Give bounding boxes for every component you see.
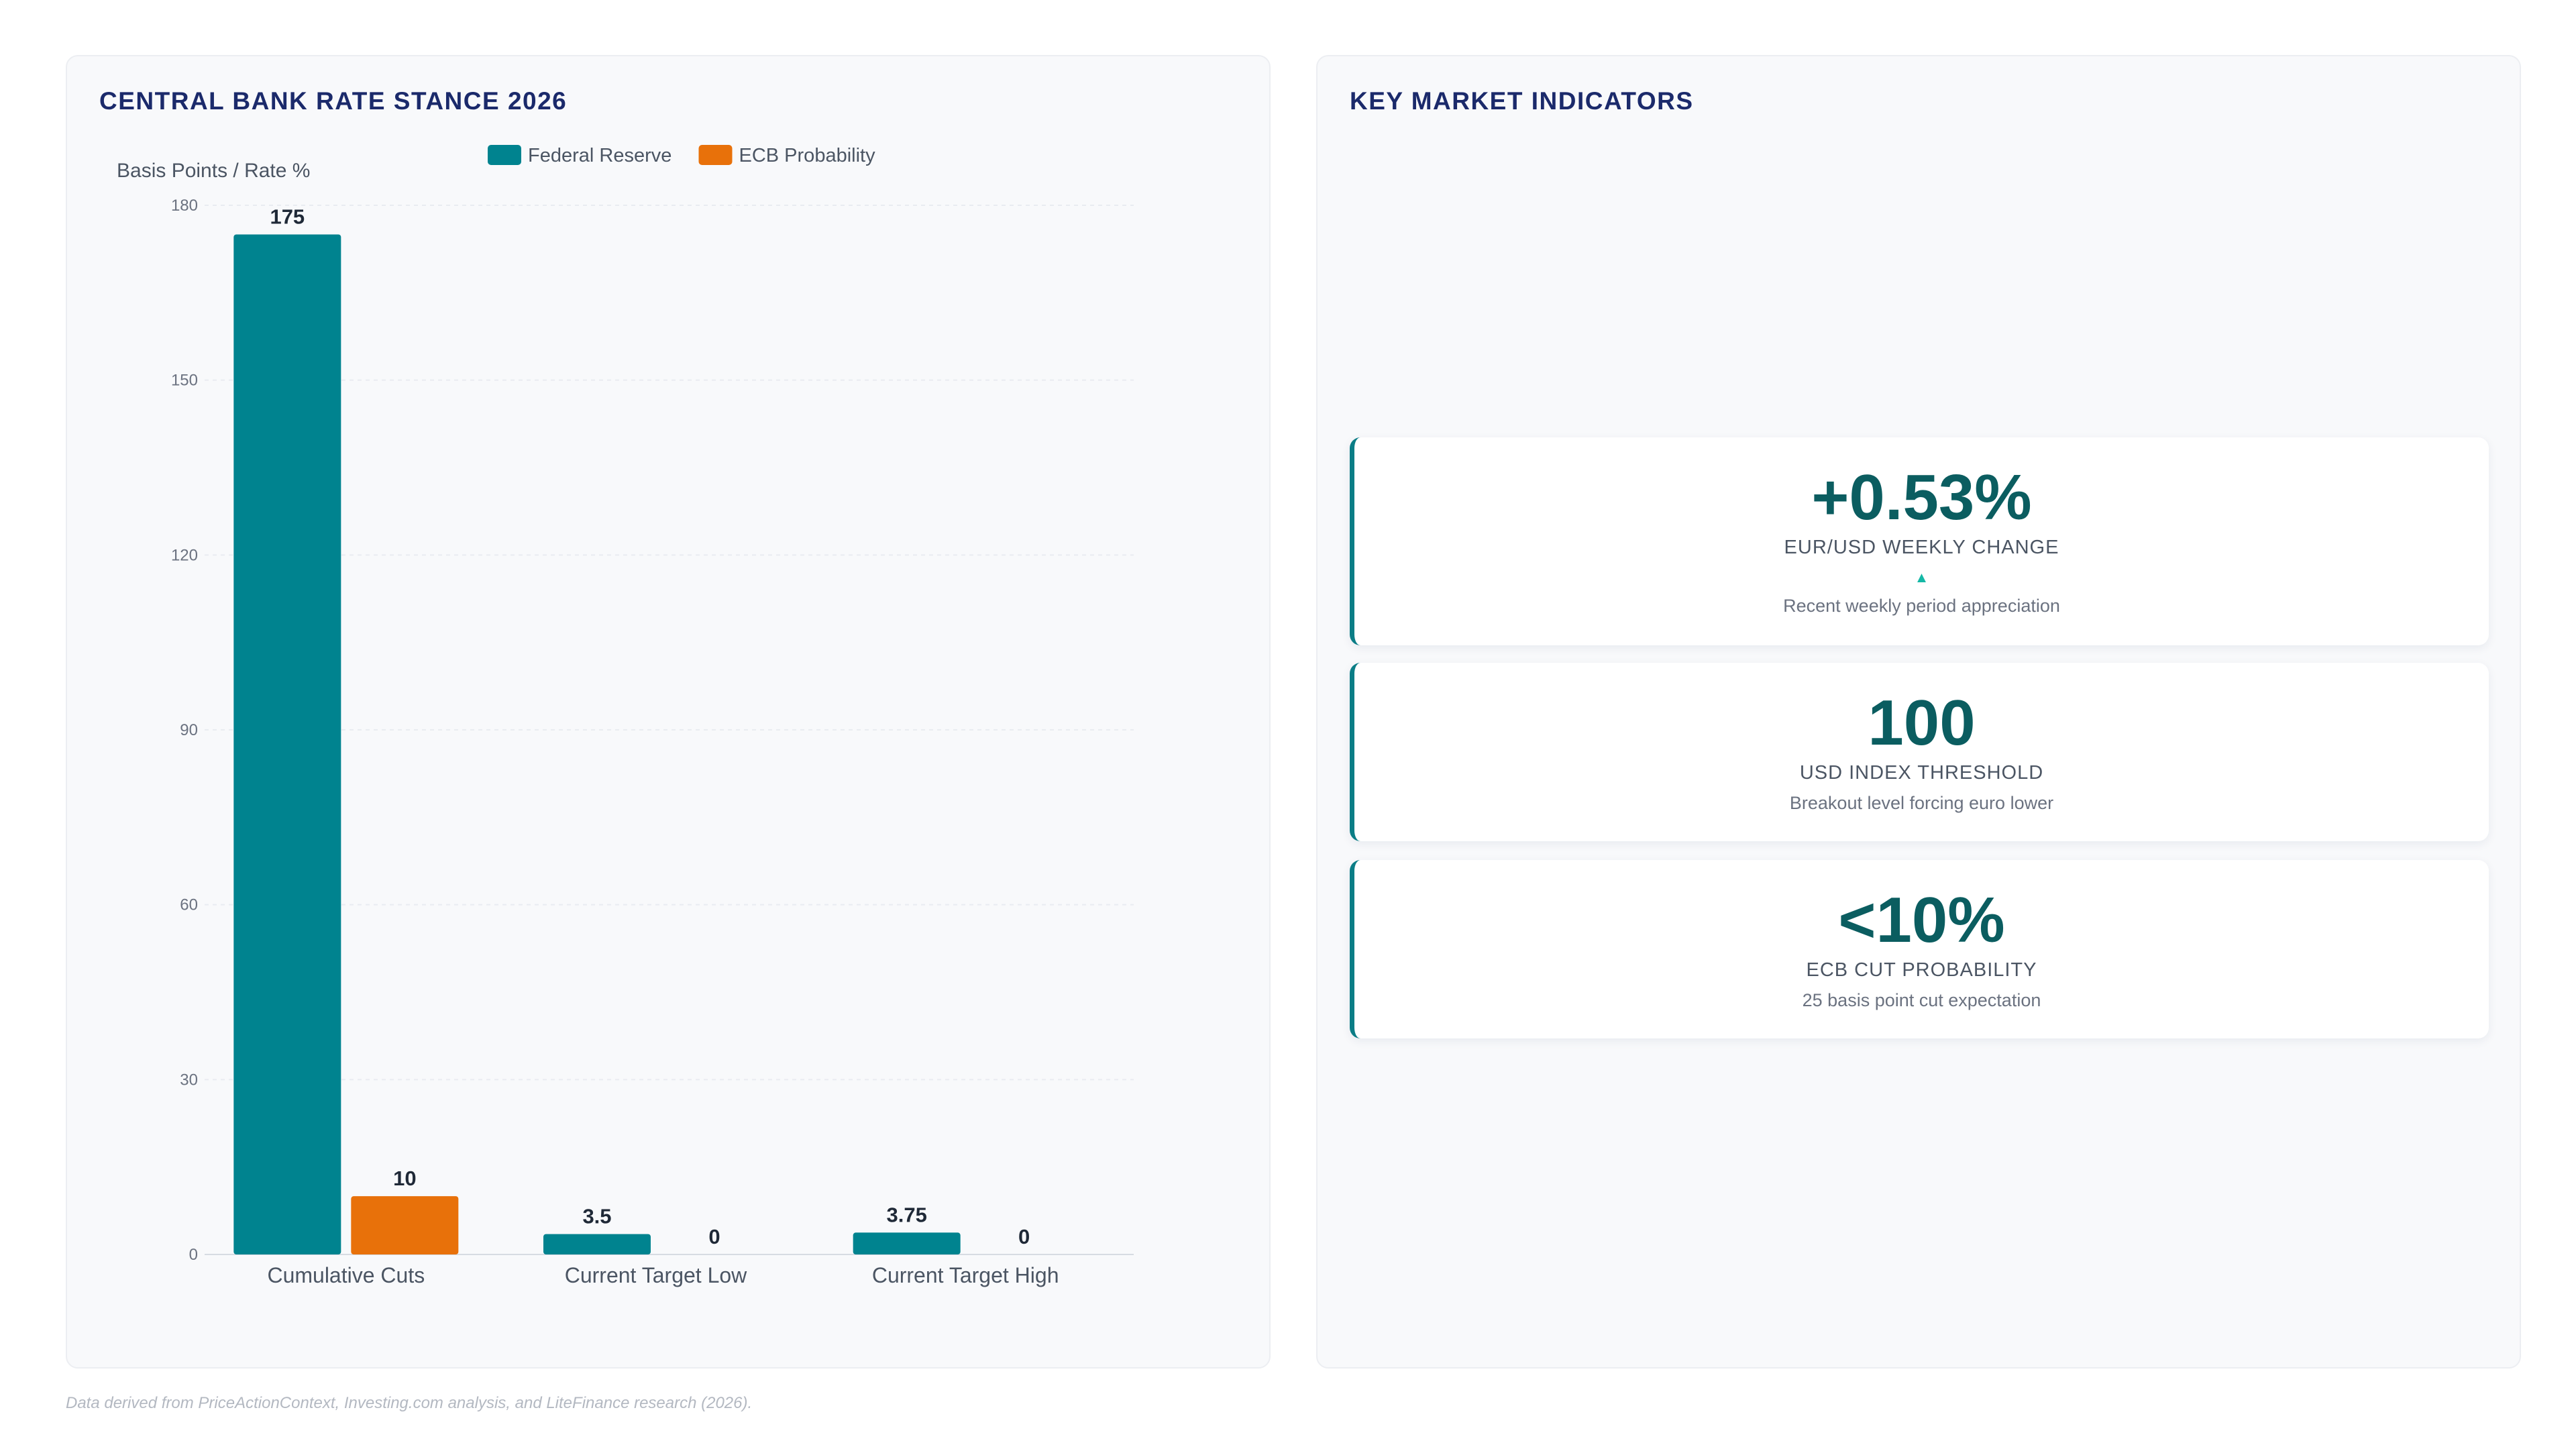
data-label: 10 (393, 1167, 416, 1190)
data-label: 3.75 (886, 1203, 926, 1226)
kpi-label: EUR/USD WEEKLY CHANGE (1784, 537, 2059, 558)
y-tick-label: 120 (171, 546, 198, 564)
y-tick-label: 30 (180, 1071, 198, 1089)
y-axis-label: Basis Points / Rate % (117, 160, 310, 182)
bar (351, 1196, 459, 1254)
x-tick-label: Current Target Low (565, 1263, 747, 1287)
chart-title: CENTRAL BANK RATE STANCE 2026 (99, 87, 568, 115)
data-label: 0 (708, 1225, 720, 1248)
y-tick-label: 150 (171, 372, 198, 390)
y-tick-label: 90 (180, 721, 198, 739)
kpi-title: KEY MARKET INDICATORS (1350, 87, 1694, 115)
kpi-label: ECB CUT PROBABILITY (1806, 959, 2037, 981)
footer-note: Data derived from PriceActionContext, In… (66, 1394, 753, 1412)
y-tick-label: 0 (189, 1246, 198, 1264)
data-label: 3.5 (582, 1205, 611, 1228)
chart-panel: CENTRAL BANK RATE STANCE 2026 0 30 60 90 120… (66, 55, 1271, 1368)
kpi-value: +0.53% (1811, 462, 2032, 533)
kpi-subtext: Breakout level forcing euro lower (1789, 793, 2054, 813)
data-label: 0 (1018, 1225, 1030, 1248)
bar (543, 1234, 651, 1254)
kpi-card-eurusd: +0.53% EUR/USD WEEKLY CHANGE ▲ Recent we… (1350, 437, 2489, 645)
x-tick-label: Current Target High (872, 1263, 1059, 1287)
y-tick-label: 180 (171, 197, 198, 215)
kpi-label: USD INDEX THRESHOLD (1799, 762, 2044, 784)
kpi-value: 100 (1868, 687, 1976, 759)
legend-swatch (488, 145, 521, 165)
kpi-subtext: 25 basis point cut expectation (1802, 990, 2041, 1010)
legend-label: Federal Reserve (528, 145, 672, 166)
kpi-subtext: Recent weekly period appreciation (1783, 596, 2060, 616)
bar-chart: 0 30 60 90 120 150 180 Basis Points / Rate % Fed… (117, 145, 1134, 1287)
y-tick-label: 60 (180, 896, 198, 914)
x-tick-label: Cumulative Cuts (267, 1263, 425, 1287)
kpi-value: <10% (1838, 884, 2005, 956)
kpi-panel: KEY MARKET INDICATORS +0.53% EUR/USD WEE… (1316, 55, 2521, 1368)
legend-label: ECB Probability (739, 145, 876, 166)
data-label: 175 (270, 205, 305, 228)
legend-swatch (698, 145, 733, 165)
kpi-card-ecb-probability: <10% ECB CUT PROBABILITY 25 basis point … (1350, 860, 2489, 1038)
kpi-card-usd-index: 100 USD INDEX THRESHOLD Breakout level f… (1350, 663, 2489, 841)
bar (853, 1232, 961, 1254)
up-arrow-icon: ▲ (1914, 569, 1929, 586)
bar (233, 234, 341, 1254)
